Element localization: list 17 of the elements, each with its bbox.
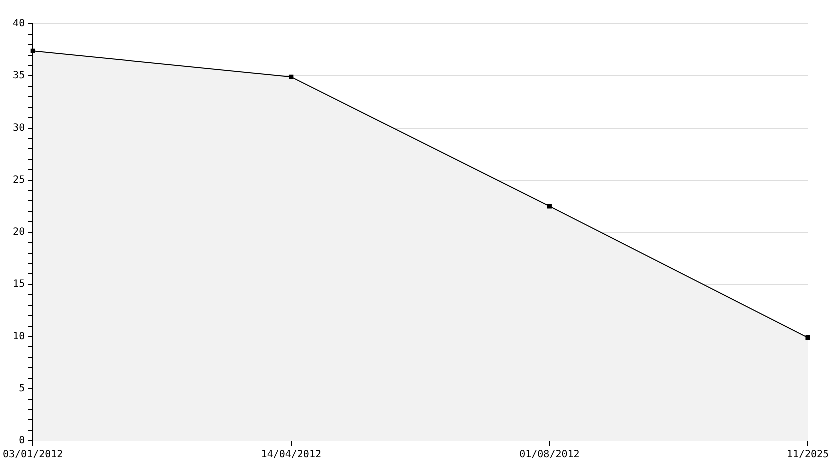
point xyxy=(289,74,294,80)
y-tick-label: 10 xyxy=(13,331,26,342)
y-tick-label: 20 xyxy=(13,227,26,238)
point xyxy=(547,204,552,209)
x-tick-label: 14/04/2012 xyxy=(261,450,322,461)
y-tick-label: 40 xyxy=(13,18,26,30)
y-tick-label: 35 xyxy=(13,70,26,82)
y-tick-label: 25 xyxy=(13,174,26,186)
y-tick-label: 30 xyxy=(13,122,26,134)
x-tick-label: 01/08/2012 xyxy=(520,450,580,461)
point xyxy=(806,336,810,340)
x-tick-label: 11/2025 xyxy=(786,450,830,461)
y-tick-label: 0 xyxy=(19,436,26,447)
y-tick-label: 5 xyxy=(19,383,26,394)
point xyxy=(30,48,36,54)
x-tick-label: 03/01/2012 xyxy=(2,450,64,461)
y-tick-label: 15 xyxy=(13,279,26,290)
